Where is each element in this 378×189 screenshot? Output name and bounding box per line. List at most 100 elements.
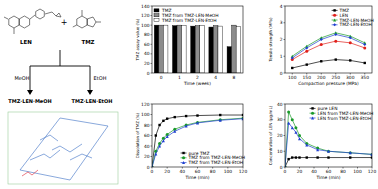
chart: 020406080100120020406080100120Time (min)… <box>135 102 247 180</box>
marker <box>158 145 161 148</box>
x-tick-label: 4 <box>214 75 217 80</box>
legend-marker <box>311 107 313 109</box>
y-tick-label: 4 <box>280 4 283 9</box>
marker <box>316 156 318 158</box>
chart: 02040608010012014001248Time (week)TMZ as… <box>135 4 243 86</box>
y-tick-label: 20 <box>144 154 150 159</box>
x-tick-label: 60 <box>326 169 332 174</box>
legend-marker <box>333 14 336 17</box>
bar <box>227 47 232 73</box>
x-tick-label: 40 <box>311 169 317 174</box>
legend-swatch <box>154 9 159 12</box>
y-tick-label: 2 <box>280 37 283 42</box>
legend-marker <box>182 156 185 159</box>
series-line <box>152 118 243 167</box>
series-line <box>285 158 372 167</box>
marker <box>327 156 329 158</box>
legend: pure TMZTMZ from TMZ-LEN·MeOHTMZ from TM… <box>181 151 246 166</box>
y-tick-label: 100 <box>141 112 150 117</box>
bar <box>213 26 218 73</box>
legend-marker <box>333 9 335 11</box>
marker <box>174 116 176 118</box>
marker <box>295 156 297 158</box>
legend-label: TMZ-LEN·EtOH <box>339 22 372 27</box>
marker <box>305 143 308 146</box>
marker <box>196 114 198 116</box>
marker <box>349 41 352 44</box>
x-tick-label: 80 <box>340 169 346 174</box>
legend-label: TMZ from TMZ-LEN·EtOH <box>161 18 217 23</box>
y-tick-label: 3 <box>280 20 283 25</box>
legend: TMZLENTMZ-LEN·MeOHTMZ-LEN·EtOH <box>332 8 374 27</box>
marker <box>320 60 322 62</box>
ring <box>36 9 45 19</box>
marker <box>298 156 300 158</box>
marker <box>334 40 337 43</box>
marker <box>334 33 337 36</box>
marker <box>349 36 352 39</box>
marker <box>320 38 323 41</box>
legend-swatch <box>154 14 159 17</box>
marker <box>294 126 297 129</box>
plot-data <box>154 25 240 73</box>
marker <box>363 46 366 49</box>
marker <box>335 58 337 60</box>
bar <box>191 26 196 73</box>
y-tick-label: 0 <box>147 71 150 76</box>
chart: 01234100150200250300350Compaction pressu… <box>268 4 374 86</box>
product-label: TMZ·LEN·EtOH <box>72 98 113 104</box>
marker <box>154 152 157 155</box>
x-tick-label: 40 <box>180 169 186 174</box>
reactant-label: LEN <box>20 39 32 45</box>
x-axis-title: Time (min) <box>185 175 210 180</box>
marker <box>155 134 157 136</box>
marker <box>316 148 319 151</box>
arrowhead <box>27 90 93 95</box>
marker <box>162 120 164 122</box>
marker <box>363 43 366 46</box>
legend-swatch <box>310 113 316 114</box>
x-tick-label: 100 <box>353 169 362 174</box>
bar <box>177 25 182 73</box>
legend-swatch <box>154 18 159 21</box>
crystal-molecule <box>22 170 38 176</box>
marker <box>294 131 297 134</box>
legend-marker <box>333 23 336 26</box>
x-tick-label: 150 <box>303 75 312 80</box>
x-tick-label: 120 <box>368 169 377 174</box>
marker <box>298 137 301 140</box>
y-tick-label: 40 <box>144 144 150 149</box>
y-tick-label: 0 <box>280 71 283 76</box>
legend-label: LEN from TMZ-LEN·EtOH <box>318 116 372 121</box>
marker <box>219 114 221 116</box>
bar <box>232 25 237 73</box>
solvent-label: EtOH <box>94 75 107 81</box>
marker <box>287 121 290 124</box>
legend-swatch <box>310 108 316 109</box>
x-tick-label: 0 <box>151 169 154 174</box>
series-line <box>285 123 372 167</box>
x-tick-label: 20 <box>297 169 303 174</box>
bonds <box>4 12 61 34</box>
series-line <box>285 112 372 167</box>
plot-data <box>152 114 243 167</box>
x-tick-label: 100 <box>288 75 297 80</box>
marker <box>166 135 169 138</box>
marker <box>291 56 294 59</box>
y-tick-label: 30 <box>277 117 283 122</box>
marker <box>196 121 199 124</box>
series-line <box>292 60 365 68</box>
arrow <box>30 50 90 92</box>
bar <box>163 25 168 73</box>
legend-marker <box>333 19 336 22</box>
y-tick-label: 60 <box>144 42 150 47</box>
plot-data <box>291 31 367 69</box>
legend-swatch <box>181 162 187 163</box>
x-tick-label: 2 <box>196 75 199 80</box>
x-axis-title: Time (week) <box>183 81 211 86</box>
ring <box>87 17 96 27</box>
marker <box>291 126 294 129</box>
x-axis-title: Compaction pressure (MPa) <box>298 81 359 86</box>
legend-swatch <box>181 153 187 154</box>
legend-label: TMZ from TMZ-LEN·EtOH <box>188 160 244 165</box>
